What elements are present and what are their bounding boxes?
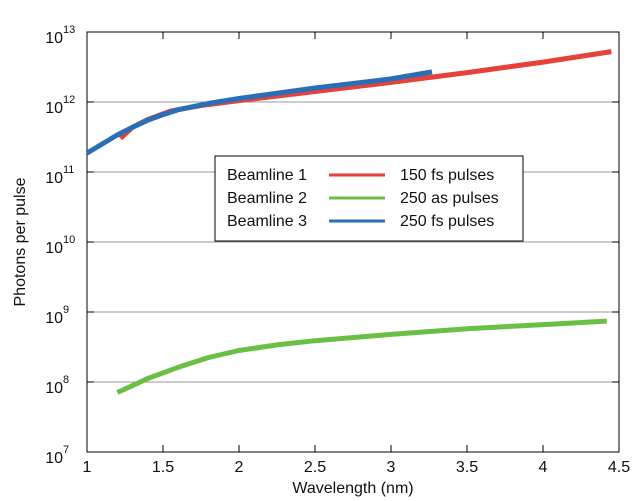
y-tick-label-9: 10	[45, 310, 63, 327]
legend-desc-beamline-2: 250 as pulses	[400, 190, 499, 207]
x-tick-label-5: 3.5	[456, 459, 478, 476]
series-line-beamline-1	[118, 49, 612, 141]
legend-name-beamline-3: Beamline 3	[227, 213, 307, 230]
series-lines	[85, 49, 612, 395]
x-tick-label-4: 3	[387, 459, 396, 476]
y-tick-label-12: 10	[45, 100, 63, 117]
legend-name-beamline-2: Beamline 2	[227, 190, 307, 207]
series-line-beamline-2	[116, 318, 607, 395]
y-tick-exponent-12: 12	[63, 94, 75, 106]
y-tick-label-10: 10	[45, 240, 63, 257]
x-tick-label-2: 2	[235, 459, 244, 476]
y-tick-label-8: 10	[45, 380, 63, 397]
y-tick-exponent-7: 7	[63, 444, 69, 456]
y-tick-exponent-9: 9	[63, 304, 69, 316]
series-line-beamline-3	[85, 69, 433, 156]
y-tick-exponent-13: 13	[63, 24, 75, 36]
y-tick-label-7: 10	[45, 450, 63, 467]
y-tick-exponent-10: 10	[63, 234, 75, 246]
y-tick-exponent-8: 8	[63, 374, 69, 386]
x-tick-labels: 1 1.5 2 2.5 3 3.5 4 4.5	[83, 459, 631, 476]
x-tick-label-7: 4.5	[608, 459, 630, 476]
y-tick-exponent-11: 11	[63, 164, 74, 176]
y-tick-label-11: 10	[45, 170, 63, 187]
grid	[87, 101, 619, 383]
x-tick-label-6: 4	[539, 459, 548, 476]
x-tick-label-1: 1.5	[152, 459, 174, 476]
axis-ticks	[86, 31, 620, 453]
legend-desc-beamline-1: 150 fs pulses	[400, 167, 494, 184]
x-tick-label-0: 1	[83, 459, 92, 476]
y-tick-label-13: 10	[45, 30, 63, 47]
legend-name-beamline-1: Beamline 1	[227, 167, 307, 184]
x-axis-title: Wavelength (nm)	[292, 480, 413, 497]
legend: Beamline 1 150 fs pulses Beamline 2 250 as …	[214, 155, 524, 242]
y-axis-title: Photons per pulse	[12, 177, 29, 306]
x-tick-label-3: 2.5	[304, 459, 326, 476]
legend-desc-beamline-3: 250 fs pulses	[400, 213, 494, 230]
